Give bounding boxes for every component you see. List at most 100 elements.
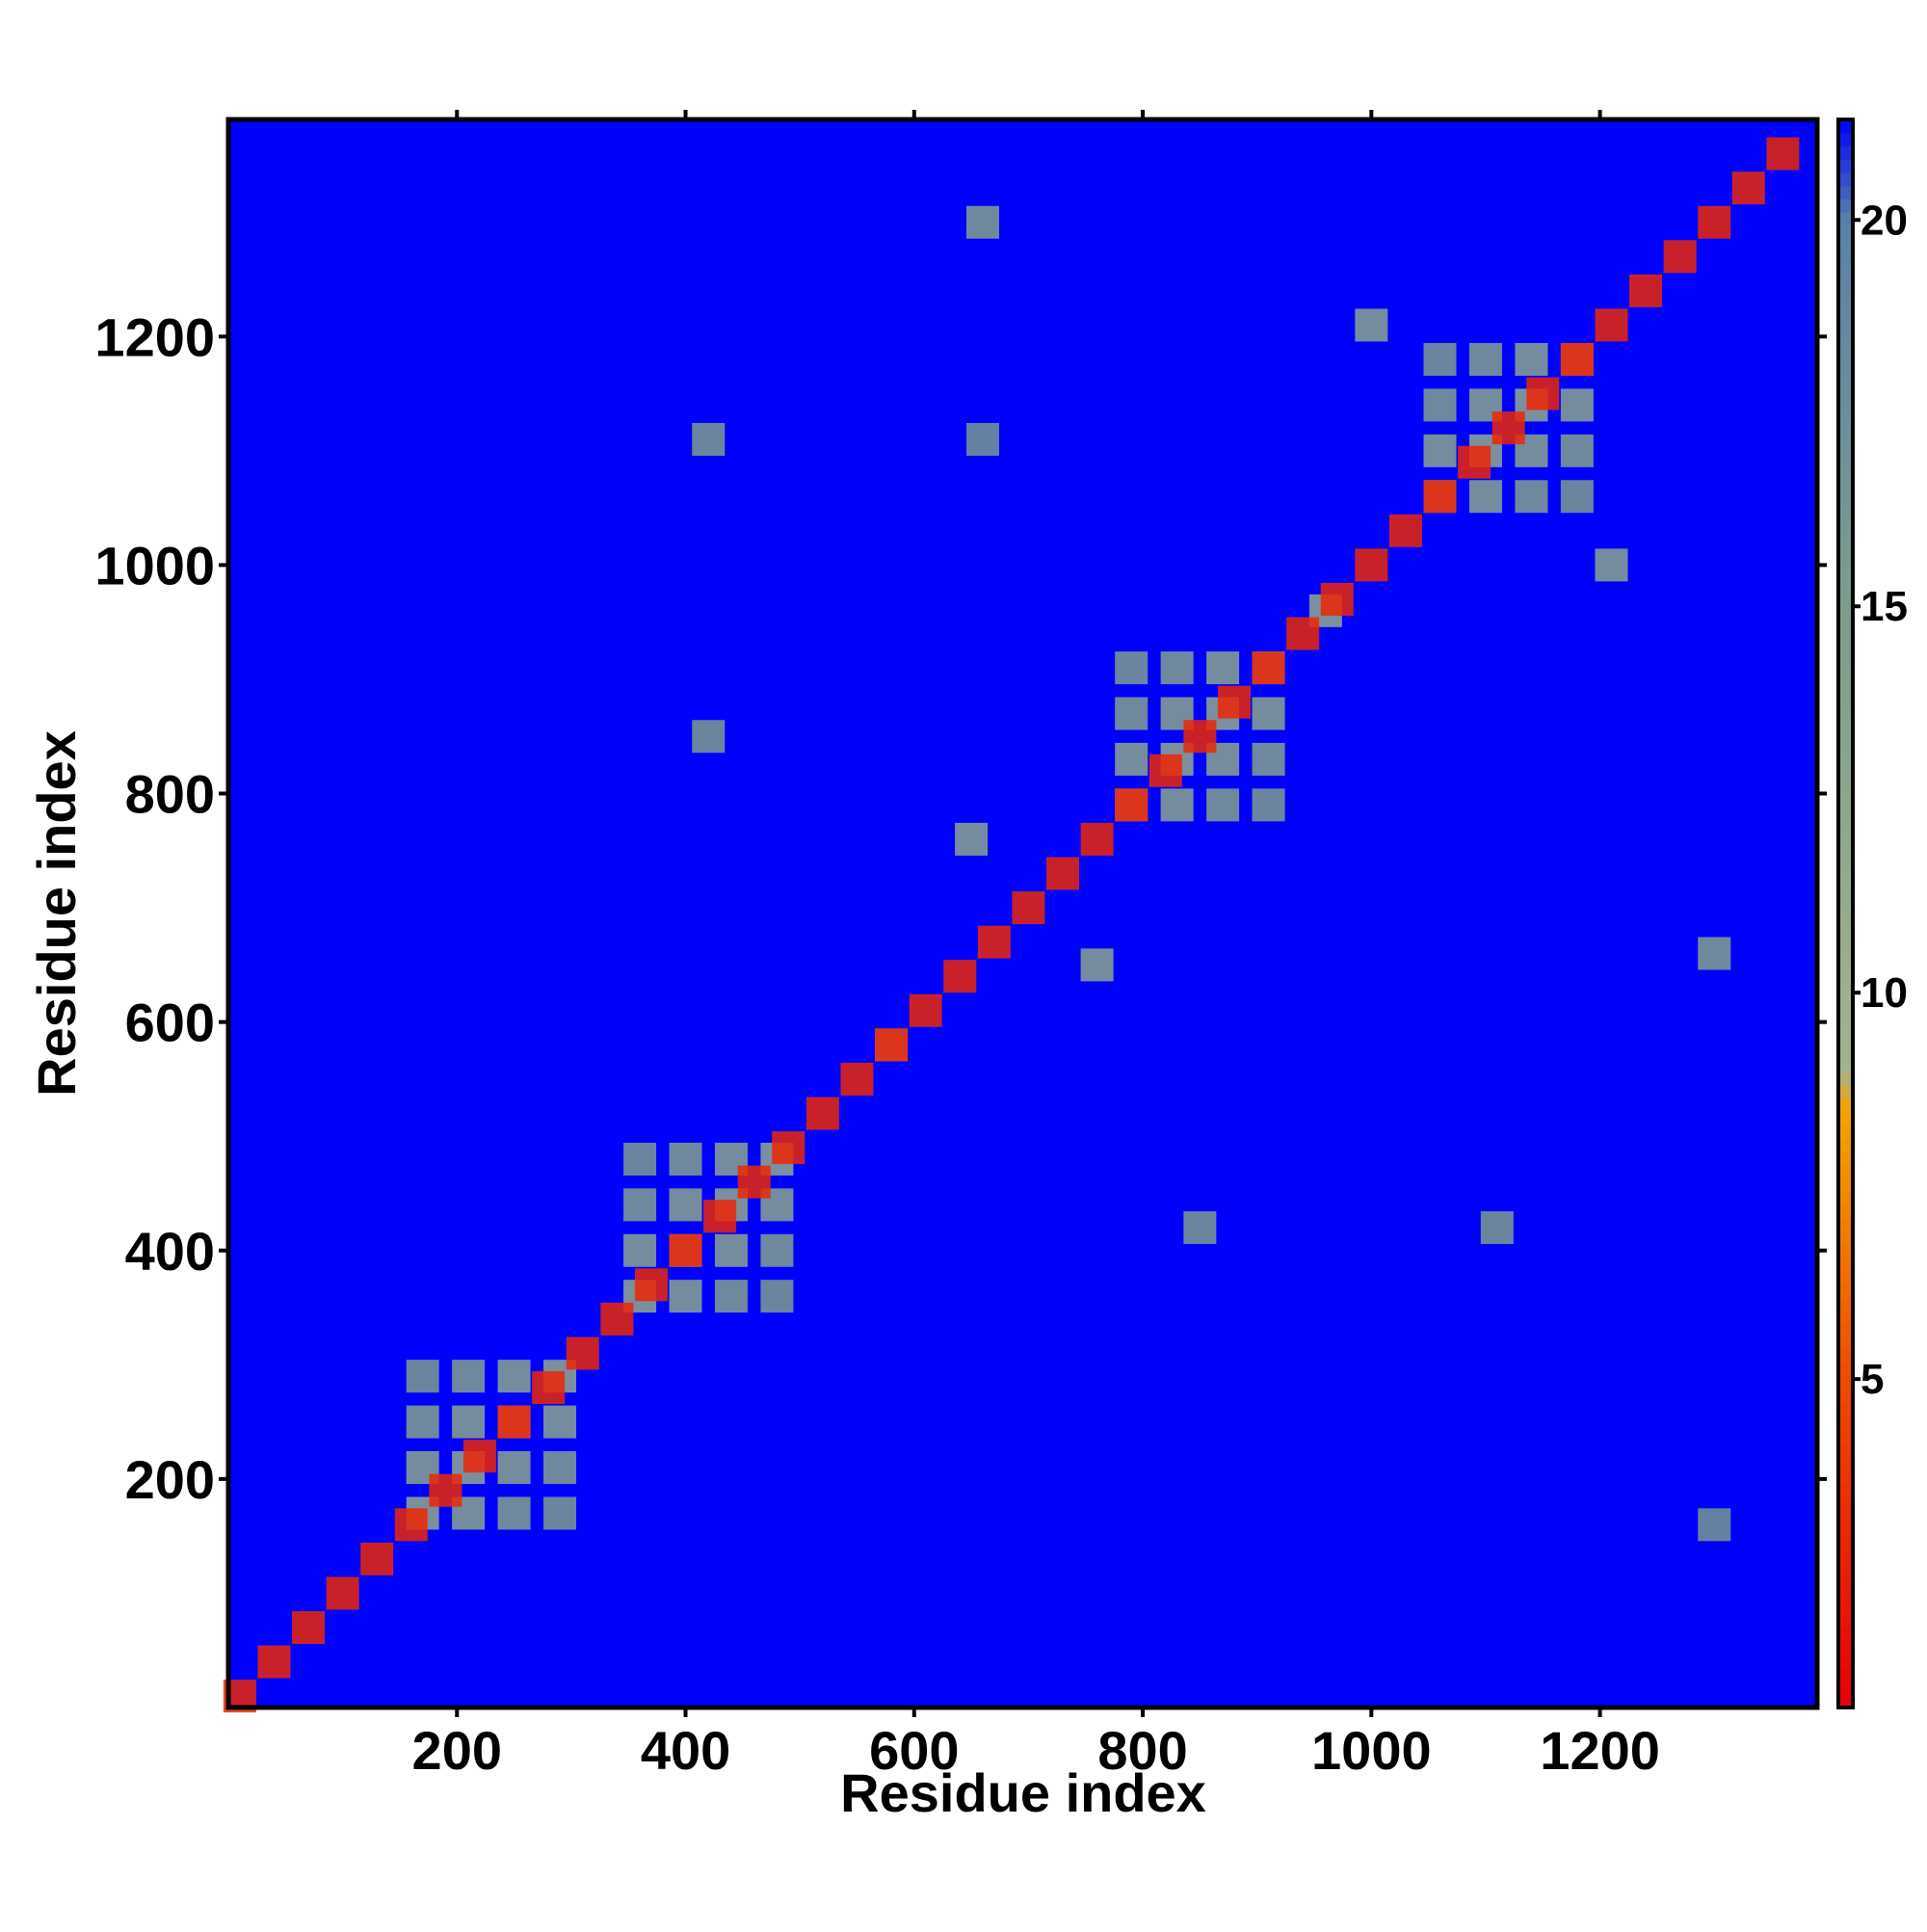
heatmap-cell	[292, 1611, 326, 1645]
colorbar-segment	[1838, 384, 1853, 398]
x-tick-label: 800	[1097, 1720, 1187, 1781]
colorbar-segment	[1838, 1178, 1853, 1192]
heatmap-cell	[1560, 480, 1594, 514]
heatmap-cell	[1252, 742, 1285, 776]
colorbar-segment	[1838, 291, 1853, 305]
heatmap-cell	[669, 1142, 702, 1176]
colorbar-segment	[1838, 344, 1853, 358]
heatmap-cell	[1766, 137, 1800, 171]
colorbar-segment	[1838, 1217, 1853, 1232]
colorbar-tick-label: 20	[1861, 197, 1908, 244]
colorbar-segment	[1838, 1469, 1853, 1484]
colorbar-segment	[1838, 1098, 1853, 1113]
heatmap-cell	[1731, 172, 1765, 205]
colorbar-segment	[1838, 1112, 1853, 1126]
colorbar-segment	[1838, 437, 1853, 451]
colorbar-segment	[1838, 1151, 1853, 1166]
colorbar-segment	[1838, 278, 1853, 293]
heatmap-cell	[452, 1405, 486, 1439]
heatmap-cell	[1698, 937, 1731, 970]
heatmap-cell	[429, 1473, 462, 1507]
colorbar-segment	[1838, 556, 1853, 570]
heatmap-cell	[1115, 788, 1148, 822]
colorbar-segment	[1838, 1138, 1853, 1152]
colorbar-segment	[1838, 1561, 1853, 1576]
colorbar-segment	[1838, 913, 1853, 928]
colorbar-tick-label: 15	[1861, 583, 1908, 630]
colorbar-segment	[1838, 1389, 1853, 1404]
colorbar-segment	[1838, 185, 1853, 199]
heatmap-cell	[543, 1405, 577, 1439]
heatmap-cell	[497, 1451, 531, 1485]
colorbar-segment	[1838, 860, 1853, 875]
heatmap-cell	[600, 1302, 634, 1336]
heatmap-cell	[1468, 480, 1502, 514]
heatmap-cell	[497, 1360, 531, 1393]
colorbar-segment	[1838, 715, 1853, 729]
plot-frame	[225, 117, 1820, 1710]
heatmap-cell	[1183, 720, 1217, 754]
heatmap-cell	[1388, 514, 1422, 547]
colorbar-segment	[1838, 1403, 1853, 1417]
colorbar-segment	[1838, 450, 1853, 464]
heatmap-cell	[1698, 205, 1731, 239]
colorbar-segment	[1838, 992, 1853, 1007]
x-tick-label: 1200	[1540, 1720, 1660, 1781]
colorbar-segment	[1838, 662, 1853, 676]
colorbar-segment	[1838, 1654, 1853, 1669]
heatmap-cell	[1423, 342, 1457, 376]
colorbar-segment	[1838, 172, 1853, 187]
y-tick-label: 600	[125, 992, 215, 1053]
heatmap-cell	[1560, 388, 1594, 422]
colorbar-tick-label: 10	[1861, 969, 1908, 1017]
colorbar-segment	[1838, 1072, 1853, 1087]
colorbar-segment	[1838, 966, 1853, 981]
heatmap-cell	[1286, 617, 1320, 650]
colorbar-segment	[1838, 1006, 1853, 1020]
heatmap-cell	[1480, 1211, 1514, 1245]
heatmap-cell	[1080, 822, 1114, 856]
heatmap-cell	[406, 1360, 439, 1393]
y-tick-label: 800	[125, 764, 215, 825]
heatmap-cell	[1663, 240, 1697, 274]
colorbar-segment	[1838, 1270, 1853, 1285]
colorbar-segment	[1838, 688, 1853, 702]
heatmap-cell	[1115, 697, 1148, 730]
colorbar-segment	[1838, 794, 1853, 808]
colorbar-segment	[1838, 1601, 1853, 1616]
colorbar-segment	[1838, 1297, 1853, 1311]
heatmap-cell	[1183, 1211, 1217, 1245]
y-tick-label: 1200	[94, 306, 215, 367]
heatmap-cell	[955, 822, 989, 856]
heatmap-cell	[497, 1496, 531, 1530]
heatmap-cell	[360, 1542, 394, 1575]
heatmap-cell	[714, 1280, 748, 1313]
heatmap-cell	[1423, 434, 1457, 467]
colorbar-segment	[1838, 834, 1853, 848]
heatmap-cell	[760, 1280, 794, 1313]
colorbar-segment	[1838, 159, 1853, 173]
colorbar-segment	[1838, 490, 1853, 504]
heatmap-cell	[1206, 788, 1240, 822]
colorbar-segment	[1838, 1310, 1853, 1325]
heatmap-cell	[669, 1280, 702, 1313]
heatmap-cell	[1595, 308, 1628, 342]
heatmap-cell	[692, 720, 726, 754]
heatmap-cell	[566, 1337, 599, 1370]
heatmap-cell	[965, 422, 999, 456]
colorbar-segment	[1838, 900, 1853, 914]
colorbar-segment	[1838, 569, 1853, 584]
heatmap-cell	[406, 1405, 439, 1439]
colorbar-segment	[1838, 1588, 1853, 1602]
colorbar-segment	[1838, 675, 1853, 690]
heatmap-cell	[669, 1233, 702, 1267]
heatmap-cell	[1115, 742, 1148, 776]
heatmap-cell	[1012, 891, 1045, 925]
colorbar-segment	[1838, 304, 1853, 319]
colorbar-segment	[1838, 940, 1853, 954]
heatmap-cell	[1355, 548, 1388, 582]
colorbar-segment	[1838, 953, 1853, 967]
heatmap-cell	[452, 1360, 486, 1393]
colorbar-segment	[1838, 1164, 1853, 1179]
